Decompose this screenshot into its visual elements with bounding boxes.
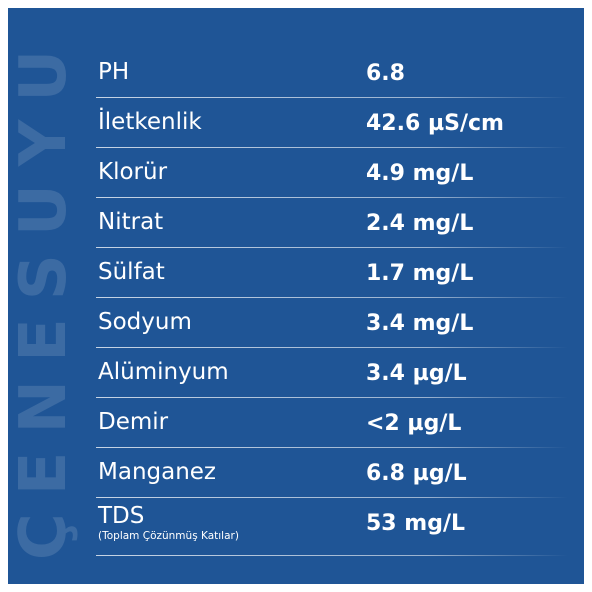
row-value: 3.4 mg/L: [366, 310, 474, 336]
row-value: 6.8: [366, 60, 405, 86]
row-value: 1.7 mg/L: [366, 260, 474, 286]
table-row-sodyum: Sodyum 3.4 mg/L: [96, 298, 568, 348]
row-label: İletkenlik: [98, 109, 202, 136]
brand-vertical-watermark: ÇENESUYU: [8, 8, 80, 584]
table-row-nitrat: Nitrat 2.4 mg/L: [96, 198, 568, 248]
analysis-table: PH 6.8 İletkenlik 42.6 µS/cm Klorür 4.9 …: [96, 48, 568, 556]
table-row-aluminyum: Alüminyum 3.4 µg/L: [96, 348, 568, 398]
table-row-demir: Demir <2 µg/L: [96, 398, 568, 448]
table-row-klorur: Klorür 4.9 mg/L: [96, 148, 568, 198]
row-value: 42.6 µS/cm: [366, 110, 504, 136]
table-row-ph: PH 6.8: [96, 48, 568, 98]
row-value: 53 mg/L: [366, 510, 465, 536]
row-value: <2 µg/L: [366, 410, 462, 436]
row-label-group: TDS (Toplam Çözünmüş Katılar): [98, 502, 366, 543]
water-analysis-panel: ÇENESUYU PH 6.8 İletkenlik 42.6 µS/cm Kl…: [8, 8, 584, 584]
row-value: 3.4 µg/L: [366, 360, 467, 386]
brand-vertical-text: ÇENESUYU: [8, 31, 80, 561]
row-label: Klorür: [98, 159, 168, 186]
row-sublabel: (Toplam Çözünmüş Katılar): [98, 529, 239, 542]
table-row-tds: TDS (Toplam Çözünmüş Katılar) 53 mg/L: [96, 498, 568, 556]
row-label: Sodyum: [98, 309, 192, 336]
table-row-manganez: Manganez 6.8 µg/L: [96, 448, 568, 498]
row-label: PH: [98, 59, 130, 86]
row-label: Sülfat: [98, 259, 165, 286]
table-row-sulfat: Sülfat 1.7 mg/L: [96, 248, 568, 298]
row-label: Nitrat: [98, 209, 164, 236]
row-label: Manganez: [98, 459, 217, 486]
row-value: 4.9 mg/L: [366, 160, 474, 186]
row-label: Demir: [98, 409, 169, 436]
row-value: 6.8 µg/L: [366, 460, 467, 486]
table-row-iletkenlik: İletkenlik 42.6 µS/cm: [96, 98, 568, 148]
row-label: Alüminyum: [98, 359, 229, 386]
row-label: TDS: [98, 502, 145, 529]
row-value: 2.4 mg/L: [366, 210, 474, 236]
